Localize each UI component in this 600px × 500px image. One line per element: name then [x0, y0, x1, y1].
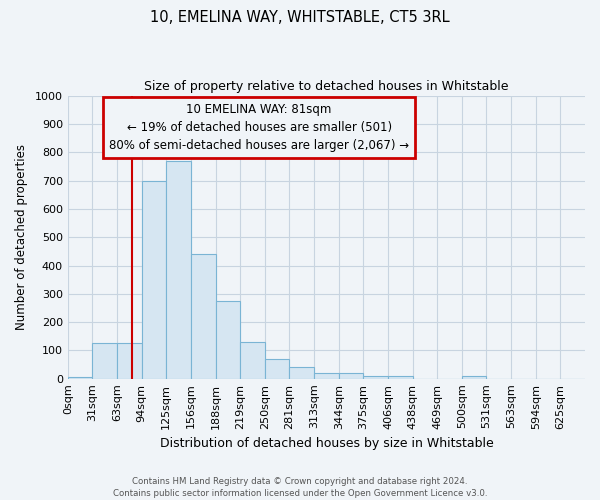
Bar	[364, 376, 388, 379]
Bar	[339, 373, 364, 379]
Bar	[314, 372, 339, 379]
Bar	[462, 376, 487, 379]
Bar	[142, 180, 166, 379]
Text: 10, EMELINA WAY, WHITSTABLE, CT5 3RL: 10, EMELINA WAY, WHITSTABLE, CT5 3RL	[150, 10, 450, 25]
Text: 10 EMELINA WAY: 81sqm
← 19% of detached houses are smaller (501)
80% of semi-det: 10 EMELINA WAY: 81sqm ← 19% of detached …	[109, 102, 409, 152]
Bar	[191, 254, 215, 379]
Y-axis label: Number of detached properties: Number of detached properties	[15, 144, 28, 330]
Bar	[92, 342, 117, 379]
Title: Size of property relative to detached houses in Whitstable: Size of property relative to detached ho…	[144, 80, 509, 93]
Bar	[289, 368, 314, 379]
Bar	[166, 160, 191, 379]
Bar	[240, 342, 265, 379]
Bar	[265, 359, 289, 379]
Bar	[68, 376, 92, 379]
Text: Contains HM Land Registry data © Crown copyright and database right 2024.
Contai: Contains HM Land Registry data © Crown c…	[113, 476, 487, 498]
Bar	[117, 342, 142, 379]
X-axis label: Distribution of detached houses by size in Whitstable: Distribution of detached houses by size …	[160, 437, 493, 450]
Bar	[388, 376, 413, 379]
Bar	[215, 301, 240, 379]
